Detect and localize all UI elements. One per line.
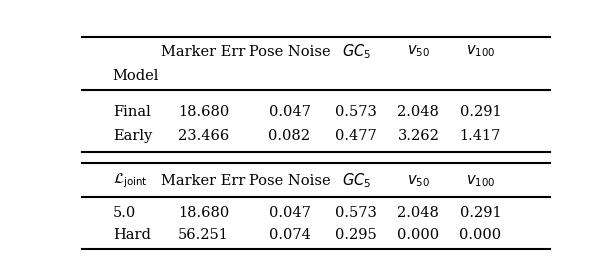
Text: 0.047: 0.047 bbox=[269, 206, 310, 220]
Text: 0.074: 0.074 bbox=[269, 228, 310, 242]
Text: Early: Early bbox=[113, 129, 152, 143]
Text: Hard: Hard bbox=[113, 228, 151, 242]
Text: 0.477: 0.477 bbox=[335, 129, 377, 143]
Text: 18.680: 18.680 bbox=[178, 206, 229, 220]
Text: 0.082: 0.082 bbox=[269, 129, 310, 143]
Text: 18.680: 18.680 bbox=[178, 105, 229, 119]
Text: $v_{50}$: $v_{50}$ bbox=[407, 44, 430, 59]
Text: $v_{50}$: $v_{50}$ bbox=[407, 173, 430, 189]
Text: $GC_5$: $GC_5$ bbox=[342, 171, 371, 190]
Text: 1.417: 1.417 bbox=[460, 129, 501, 143]
Text: $v_{100}$: $v_{100}$ bbox=[466, 173, 495, 189]
Text: Marker Err: Marker Err bbox=[161, 174, 246, 188]
Text: 2.048: 2.048 bbox=[397, 105, 439, 119]
Text: 0.291: 0.291 bbox=[460, 206, 501, 220]
Text: Final: Final bbox=[113, 105, 150, 119]
Text: $\mathcal{L}_{\mathrm{joint}}$: $\mathcal{L}_{\mathrm{joint}}$ bbox=[113, 171, 147, 190]
Text: 2.048: 2.048 bbox=[397, 206, 439, 220]
Text: Pose Noise: Pose Noise bbox=[249, 174, 330, 188]
Text: 23.466: 23.466 bbox=[178, 129, 229, 143]
Text: 0.000: 0.000 bbox=[460, 228, 501, 242]
Text: Pose Noise: Pose Noise bbox=[249, 45, 330, 59]
Text: 3.262: 3.262 bbox=[397, 129, 439, 143]
Text: 0.047: 0.047 bbox=[269, 105, 310, 119]
Text: 0.291: 0.291 bbox=[460, 105, 501, 119]
Text: 5.0: 5.0 bbox=[113, 206, 136, 220]
Text: Model: Model bbox=[113, 69, 159, 83]
Text: 0.573: 0.573 bbox=[335, 206, 377, 220]
Text: Marker Err: Marker Err bbox=[161, 45, 246, 59]
Text: 0.573: 0.573 bbox=[335, 105, 377, 119]
Text: 0.000: 0.000 bbox=[397, 228, 439, 242]
Text: 0.295: 0.295 bbox=[335, 228, 377, 242]
Text: 56.251: 56.251 bbox=[178, 228, 229, 242]
Text: $v_{100}$: $v_{100}$ bbox=[466, 44, 495, 59]
Text: $GC_5$: $GC_5$ bbox=[342, 42, 371, 61]
